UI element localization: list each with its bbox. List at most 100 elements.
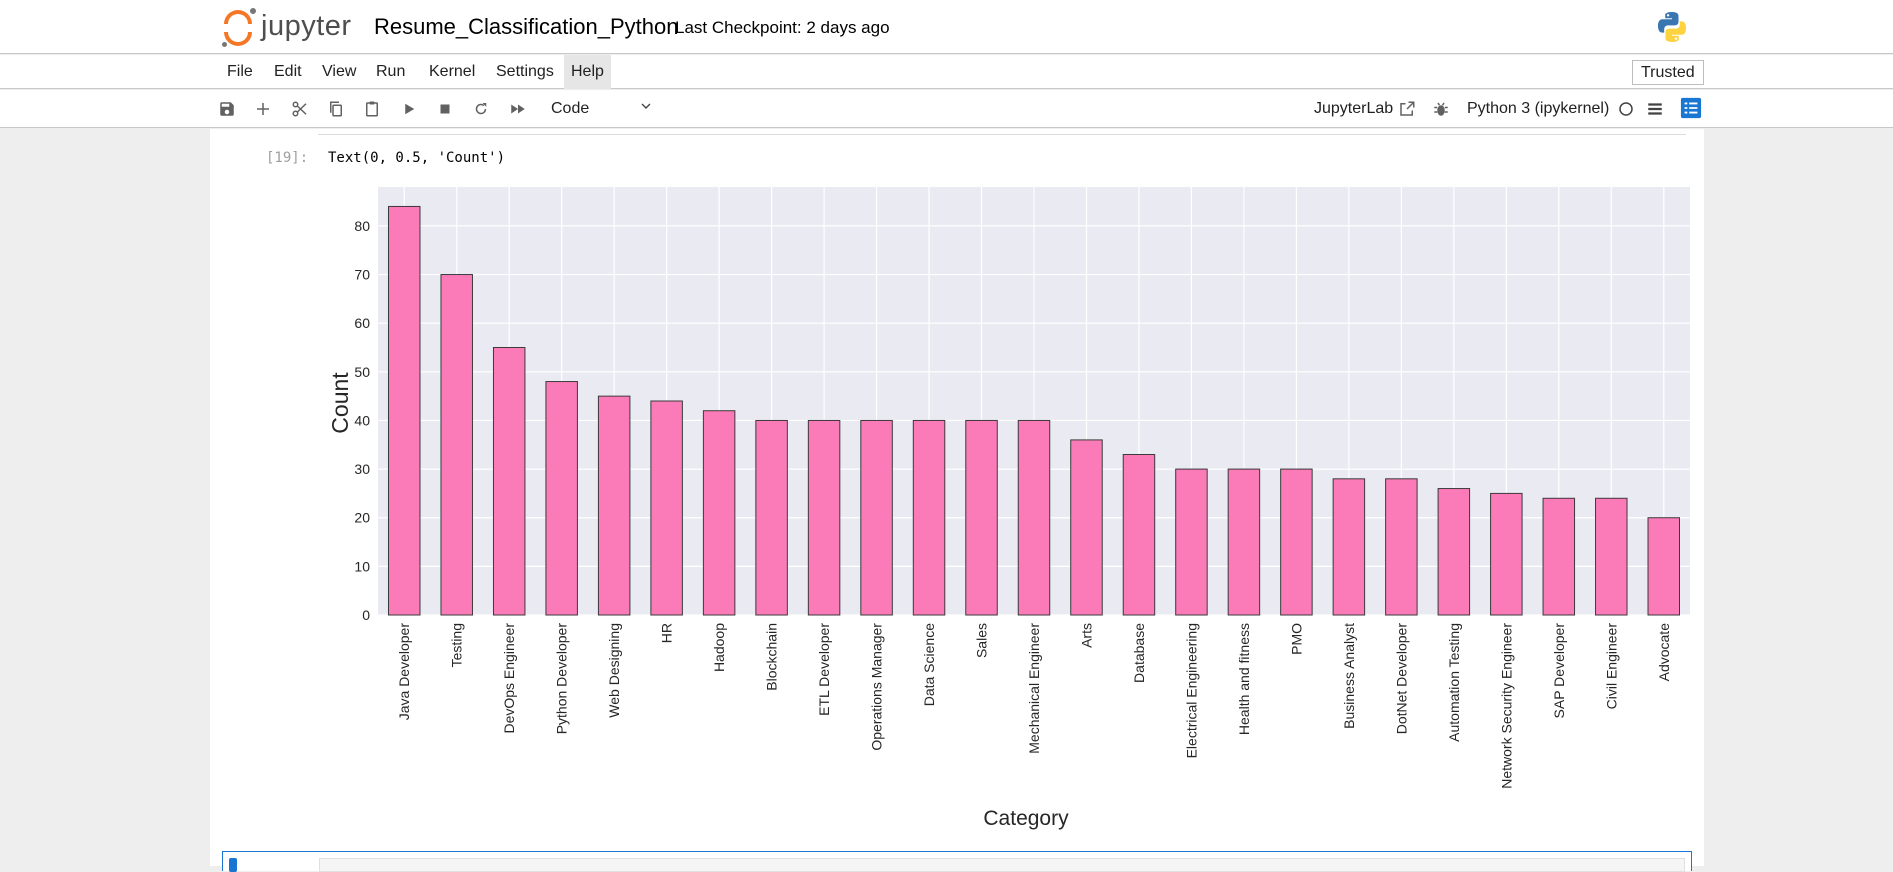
notebook-title[interactable]: Resume_Classification_Python [374, 14, 679, 39]
x-tick-label: Network Security Engineer [1498, 623, 1514, 789]
x-tick-label: Testing [449, 623, 465, 667]
x-tick-label: Business Analyst [1341, 623, 1357, 729]
y-axis-label: Count [327, 372, 353, 434]
code-input[interactable] [319, 858, 1685, 872]
cell-type-select[interactable]: Code [551, 96, 656, 122]
next-code-cell[interactable] [222, 851, 1692, 872]
bar [1017, 419, 1051, 616]
x-tick-label: DotNet Developer [1393, 623, 1409, 735]
x-tick-label: ETL Developer [816, 623, 832, 716]
bar [1385, 478, 1418, 616]
x-tick-label: Web Designing [606, 623, 622, 718]
menu-settings[interactable]: Settings [496, 63, 554, 80]
restart-button[interactable] [470, 98, 492, 120]
y-tick-label: 10 [354, 558, 370, 574]
restart-run-all-button[interactable] [507, 98, 529, 120]
open-jupyterlab-link[interactable]: JupyterLab [1314, 98, 1393, 120]
bar [1070, 439, 1103, 616]
menu-view[interactable]: View [322, 63, 357, 80]
plot-area: 0 10 20 30 40 50 60 70 80 Java Developer Testing De… [354, 187, 1690, 789]
bar [912, 419, 946, 616]
y-tick-label: 60 [354, 315, 370, 331]
stop-icon [440, 104, 450, 114]
property-inspector-icon[interactable] [1680, 97, 1702, 119]
chevron-down-icon [641, 103, 651, 109]
run-button[interactable] [398, 98, 420, 120]
bar [807, 419, 841, 616]
jupyter-logo-text: jupyter [261, 10, 352, 42]
output-text: Text(0, 0.5, 'Count') [328, 150, 506, 166]
x-tick-label: DevOps Engineer [501, 623, 517, 734]
x-tick-label: Mechanical Engineer [1026, 623, 1042, 754]
y-tick-label: 0 [362, 607, 370, 623]
cell-type-value: Code [551, 100, 590, 117]
x-tick-label: Operations Manager [869, 623, 885, 751]
x-tick-label: Blockchain [764, 623, 780, 691]
play-icon [405, 103, 415, 115]
jupyter-logo-moon [250, 8, 256, 14]
x-tick-label: Electrical Engineering [1183, 623, 1199, 758]
bar [1595, 497, 1628, 616]
scissors-icon [292, 101, 307, 117]
insert-cell-button[interactable] [252, 98, 274, 120]
x-tick-label: Advocate [1656, 623, 1672, 682]
x-tick-label: PMO [1288, 623, 1304, 655]
top-header: jupyter Resume_Classification_Python Las… [0, 0, 1893, 54]
x-tick-label: SAP Developer [1551, 623, 1567, 719]
menu-edit[interactable]: Edit [274, 63, 302, 80]
x-tick-label: Data Science [921, 623, 937, 706]
save-icon [220, 102, 234, 116]
bar [1437, 488, 1471, 616]
menu-kernel[interactable]: Kernel [429, 63, 476, 80]
kernel-name[interactable]: Python 3 (ipykernel) [1467, 100, 1610, 117]
y-tick-label: 20 [354, 510, 370, 526]
bar [755, 419, 788, 616]
save-button[interactable] [216, 98, 238, 120]
clipboard-icon [366, 101, 378, 117]
menu-file[interactable]: File [227, 63, 253, 80]
x-tick-label: Civil Engineer [1603, 623, 1619, 710]
x-tick-label: Database [1131, 623, 1147, 683]
y-tick-label: 30 [354, 461, 370, 477]
jupyter-logo[interactable]: jupyter [222, 8, 364, 48]
bar [440, 274, 473, 616]
bar [1647, 517, 1681, 616]
menu-bar: File Edit View Run Kernel Settings Help … [0, 55, 1893, 89]
bar [545, 381, 578, 616]
plus-icon [257, 103, 269, 115]
menu-run[interactable]: Run [376, 63, 406, 80]
y-tick-label: 40 [354, 412, 370, 428]
paste-button[interactable] [361, 98, 383, 120]
checkpoint-status: Last Checkpoint: 2 days ago [675, 18, 890, 37]
bar [597, 395, 631, 616]
bug-icon[interactable] [1432, 100, 1450, 118]
menu-lines-icon[interactable] [1646, 100, 1664, 118]
fast-forward-icon [511, 104, 525, 114]
y-tick-label: 70 [354, 267, 370, 283]
jupyterlab-label: JupyterLab [1314, 100, 1394, 117]
menu-help[interactable]: Help [564, 55, 611, 89]
x-axis-label: Category [983, 807, 1069, 830]
bar [1542, 497, 1576, 616]
active-cell-marker [229, 858, 237, 872]
bar [1280, 468, 1313, 616]
bar [1227, 468, 1261, 616]
copy-icon [330, 101, 342, 117]
x-tick-label: Python Developer [554, 623, 570, 735]
interrupt-button[interactable] [434, 98, 456, 120]
trusted-indicator[interactable]: Trusted [1632, 60, 1704, 85]
y-tick-label: 80 [354, 218, 370, 234]
external-link-icon [1400, 101, 1415, 116]
x-tick-label: Java Developer [396, 623, 412, 721]
bar [387, 205, 421, 616]
bar [1122, 454, 1156, 616]
x-tick-label: HR [659, 623, 675, 643]
notebook-toolbar: Code JupyterLab Python 3 (ipykernel) [0, 90, 1893, 128]
python-icon [1658, 12, 1686, 42]
x-tick-label: Sales [974, 623, 990, 658]
copy-button[interactable] [325, 98, 347, 120]
jupyter-logo-arc-bottom [224, 32, 252, 46]
cut-button[interactable] [289, 98, 311, 120]
bar [650, 400, 683, 616]
bar [1490, 492, 1523, 616]
